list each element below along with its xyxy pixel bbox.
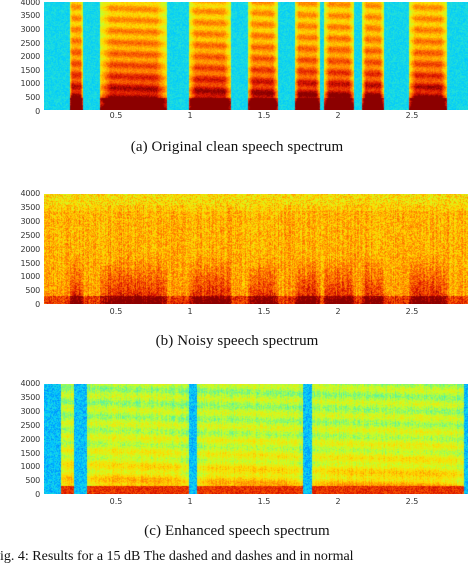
y-tick-label: 3500 xyxy=(20,11,40,20)
x-tick-label: 2.5 xyxy=(405,111,419,120)
x-tick-label: 2.5 xyxy=(405,497,419,506)
y-tick-label: 1500 xyxy=(20,259,40,268)
x-tick-label: 0.5 xyxy=(109,111,123,120)
y-tick-label: 1000 xyxy=(20,79,40,88)
y-tick-label: 2500 xyxy=(20,421,40,430)
x-tick-label: 2 xyxy=(335,307,341,316)
x-tick-label: 1 xyxy=(187,111,193,120)
y-tick-label: 2000 xyxy=(20,52,40,61)
x-tick-label: 2 xyxy=(335,111,341,120)
y-tick-label: 4000 xyxy=(20,379,40,388)
spectrogram-clean xyxy=(44,2,468,110)
y-tick-label: 4000 xyxy=(20,189,40,198)
y-tick-label: 0 xyxy=(35,107,40,116)
y-tick-label: 2000 xyxy=(20,245,40,254)
y-tick-label: 1000 xyxy=(20,462,40,471)
y-tick-label: 3500 xyxy=(20,393,40,402)
figure-panel-c: 4000 3500 3000 2500 2000 1500 1000 500 0… xyxy=(0,380,474,550)
spectrogram-canvas-b xyxy=(44,194,468,304)
x-tick-label: 2.5 xyxy=(405,307,419,316)
y-tick-label: 1000 xyxy=(20,272,40,281)
y-tick-label: 500 xyxy=(25,286,40,295)
y-tick-label: 500 xyxy=(25,476,40,485)
y-tick-label: 1500 xyxy=(20,449,40,458)
figure-panel-b: 4000 3500 3000 2500 2000 1500 1000 500 0… xyxy=(0,190,474,360)
y-tick-label: 3000 xyxy=(20,25,40,34)
y-tick-label: 4000 xyxy=(20,0,40,7)
spectrogram-noisy xyxy=(44,194,468,304)
y-tick-label: 1500 xyxy=(20,66,40,75)
figure-caption-b: (b) Noisy speech spectrum xyxy=(155,333,319,349)
x-tick-label: 1.5 xyxy=(257,497,271,506)
y-tick-label: 3500 xyxy=(20,203,40,212)
spectrogram-canvas-c xyxy=(44,384,468,494)
x-tick-label: 0.5 xyxy=(109,497,123,506)
figure-caption-c: (c) Enhanced speech spectrum xyxy=(144,523,330,539)
y-tick-label: 2000 xyxy=(20,435,40,444)
y-tick-label: 2500 xyxy=(20,231,40,240)
x-tick-label: 1 xyxy=(187,497,193,506)
y-tick-label: 500 xyxy=(25,93,40,102)
figure-footer-text: ig. 4: Results for a 15 dB The dashed an… xyxy=(0,549,354,564)
figure-panel-a: 4000 3500 3000 2500 2000 1500 1000 500 0… xyxy=(0,0,474,170)
x-tick-label: 0.5 xyxy=(109,307,123,316)
x-tick-label: 2 xyxy=(335,497,341,506)
y-tick-label: 3000 xyxy=(20,407,40,416)
figure-caption-a: (a) Original clean speech spectrum xyxy=(130,139,344,155)
x-tick-label: 1.5 xyxy=(257,111,271,120)
y-tick-label: 0 xyxy=(35,300,40,309)
x-tick-label: 1 xyxy=(187,307,193,316)
spectrogram-enhanced xyxy=(44,384,468,494)
x-tick-label: 1.5 xyxy=(257,307,271,316)
y-tick-label: 3000 xyxy=(20,217,40,226)
y-tick-label: 0 xyxy=(35,490,40,499)
spectrogram-canvas-a xyxy=(44,2,468,110)
y-tick-label: 2500 xyxy=(20,39,40,48)
